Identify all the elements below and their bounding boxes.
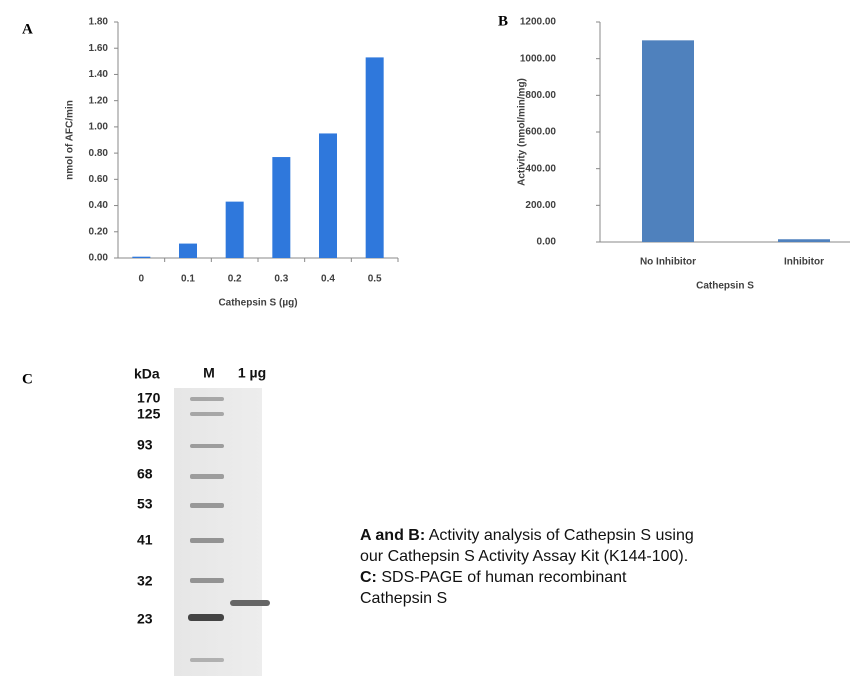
x-tick-label: No Inhibitor — [640, 257, 696, 268]
y-tick-label: 1.80 — [89, 17, 109, 28]
x-tick-label: 0.2 — [228, 274, 242, 285]
bar — [272, 157, 291, 258]
marker-label: 53 — [137, 496, 153, 512]
y-tick-label: 1.40 — [89, 69, 109, 80]
gel-header: kDa — [134, 366, 160, 382]
marker-label: 23 — [137, 611, 153, 627]
caption-line: A and B: Activity analysis of Cathepsin … — [360, 525, 695, 567]
gel-header: 1 µg — [238, 365, 266, 381]
band — [190, 412, 224, 416]
band — [190, 658, 224, 662]
bar — [642, 40, 694, 243]
y-tick-label: 400.00 — [525, 163, 556, 174]
y-tick-label: 1.60 — [89, 43, 109, 54]
marker-lane — [188, 397, 224, 662]
band — [190, 474, 224, 479]
band — [190, 578, 224, 583]
gel-header: M — [203, 365, 215, 381]
y-tick-label: 1.20 — [89, 95, 109, 106]
y-tick-label: 800.00 — [525, 90, 556, 101]
y-tick-label: 1000.00 — [520, 53, 557, 64]
caption: A and B: Activity analysis of Cathepsin … — [360, 525, 695, 609]
panel-label: C — [22, 371, 33, 387]
y-axis-title: Activity (nmol/min/mg) — [517, 78, 528, 186]
x-tick-label: 0.5 — [368, 274, 382, 285]
caption-bold: A and B: — [360, 527, 426, 544]
caption-text: Activity analysis of Cathepsin S using o… — [360, 527, 694, 565]
marker-label: 93 — [137, 437, 153, 453]
panel-label: A — [22, 21, 33, 37]
bar — [179, 243, 197, 258]
panel-label: B — [498, 13, 508, 29]
y-axis-title: nmol of AFC/min — [65, 100, 76, 180]
y-tick-label: 600.00 — [525, 127, 556, 138]
bar — [225, 201, 244, 258]
marker-label: 125 — [137, 406, 161, 422]
y-tick-label: 200.00 — [525, 200, 556, 211]
x-tick-label: 0.3 — [274, 274, 288, 285]
caption-bold: C: — [360, 569, 377, 586]
x-axis-title: Cathepsin S — [696, 281, 754, 292]
y-tick-label: 0.40 — [89, 200, 109, 211]
bar — [778, 239, 830, 242]
band — [190, 538, 224, 543]
sample-band — [230, 600, 270, 606]
caption-line: C: SDS-PAGE of human recombinant Catheps… — [360, 567, 695, 609]
x-axis-title: Cathepsin S (µg) — [218, 298, 297, 309]
y-tick-label: 0.00 — [537, 237, 557, 248]
marker-label: 41 — [137, 532, 153, 548]
band — [190, 397, 224, 401]
x-tick-label: 0 — [139, 274, 145, 285]
y-tick-label: 1.00 — [89, 122, 109, 133]
bar — [132, 256, 151, 258]
bar — [365, 57, 384, 259]
gel — [174, 388, 262, 676]
band — [188, 614, 224, 621]
band — [190, 444, 224, 448]
y-tick-label: 0.20 — [89, 226, 109, 237]
bar — [319, 133, 337, 258]
x-tick-label: Inhibitor — [784, 257, 824, 268]
y-tick-label: 0.60 — [89, 174, 109, 185]
marker-label: 68 — [137, 466, 153, 482]
y-tick-label: 0.00 — [89, 253, 109, 264]
marker-label: 32 — [137, 573, 153, 589]
y-tick-label: 0.80 — [89, 148, 109, 159]
x-tick-label: 0.1 — [181, 274, 195, 285]
marker-label: 170 — [137, 390, 161, 406]
caption-text: SDS-PAGE of human recombinant Cathepsin … — [360, 569, 627, 607]
x-tick-label: 0.4 — [321, 274, 335, 285]
y-tick-label: 1200.00 — [520, 17, 557, 28]
band — [190, 503, 224, 508]
